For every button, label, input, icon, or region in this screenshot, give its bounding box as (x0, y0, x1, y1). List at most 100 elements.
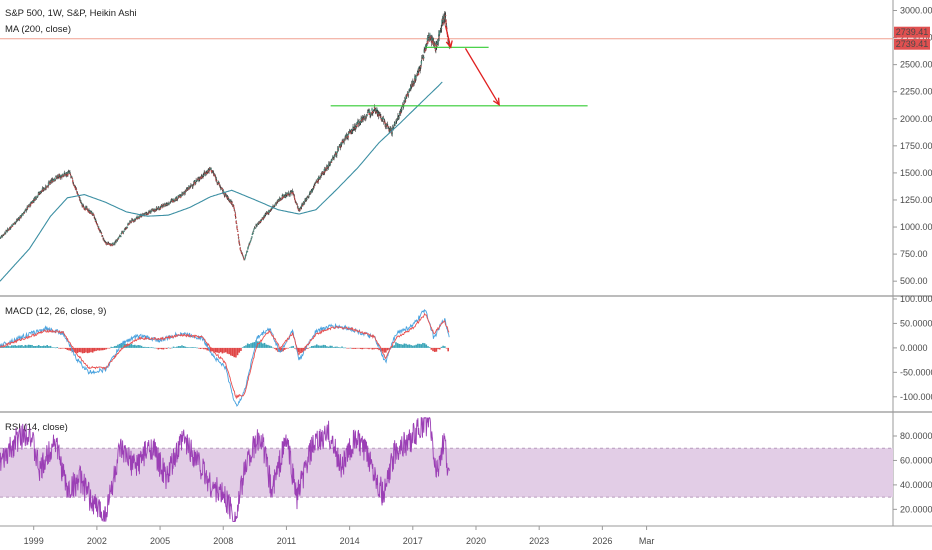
macd-histogram-bar (44, 345, 47, 348)
candle-body (318, 178, 321, 180)
candle-body (74, 185, 76, 188)
candle-body (273, 206, 275, 208)
candle-body (75, 189, 78, 190)
macd-histogram-bar (433, 347, 436, 352)
candle-body (436, 44, 438, 47)
candle-body (212, 171, 214, 173)
candle-body (73, 184, 76, 186)
candle-body (185, 189, 188, 191)
candle-body (3, 233, 6, 235)
candle-body (261, 218, 263, 220)
candle-body (231, 202, 233, 204)
candle-body (372, 112, 374, 114)
candle-body (200, 177, 202, 179)
candle-body (415, 76, 417, 78)
macd-histogram-bar (342, 347, 345, 349)
candle-body (438, 34, 440, 37)
candle-body (155, 210, 157, 212)
candle-body (368, 113, 370, 115)
candle-body (29, 202, 32, 205)
candle-body (360, 117, 362, 120)
candle-body (389, 130, 391, 132)
candle-body (278, 200, 280, 201)
macd-histogram-bar (22, 346, 25, 348)
macd-histogram-bar (2, 346, 5, 348)
candle-body (324, 170, 326, 172)
rsi-line (0, 417, 450, 523)
candle-body (300, 207, 302, 209)
candle-body (359, 123, 362, 125)
macd-histogram-bar (224, 347, 227, 353)
candle-body (354, 125, 356, 127)
candle-body (139, 215, 142, 216)
candle-body (326, 166, 329, 167)
candle-body (23, 212, 25, 214)
candle-body (133, 220, 135, 222)
macd-histogram-bar (152, 347, 155, 349)
macd-histogram-bar (408, 344, 411, 348)
macd-tick-label: 0.0000 (900, 343, 928, 353)
candle-body (42, 189, 44, 191)
macd-histogram-bar (157, 347, 160, 350)
macd-histogram-bar (363, 347, 365, 349)
candle-body (87, 209, 89, 211)
candle-body (252, 230, 255, 232)
candle-body (366, 114, 368, 116)
candle-body (330, 161, 332, 163)
candle-body (119, 235, 122, 237)
macd-histogram-bar (246, 343, 249, 348)
candle-body (271, 207, 273, 209)
macd-histogram-bar (139, 345, 141, 348)
candle-body (310, 192, 312, 194)
candle-body (334, 153, 336, 155)
candle-body (61, 176, 64, 178)
candle-body (111, 245, 113, 247)
macd-histogram-bar (174, 347, 177, 349)
candle-body (188, 186, 190, 188)
candle-body (66, 171, 69, 174)
macd-histogram-bar (91, 347, 94, 353)
candle-body (364, 118, 367, 120)
candle-body (232, 205, 234, 207)
macd-histogram-bar (317, 345, 320, 348)
candle-body (347, 135, 349, 138)
candle-body (386, 123, 388, 125)
macd-histogram-bar (337, 347, 340, 348)
candle-body (186, 189, 188, 191)
candle-body (49, 181, 51, 183)
candle-body (187, 188, 189, 190)
candle-body (397, 115, 399, 118)
candle-body (277, 199, 279, 201)
macd-histogram-bar (374, 347, 377, 349)
candle-body (367, 111, 369, 113)
candle-body (429, 33, 431, 37)
candle-body (70, 175, 72, 177)
candle-body (4, 232, 6, 234)
price-tick-label: 3000.00 (900, 5, 932, 15)
candle-body (339, 146, 342, 148)
candle-body (242, 255, 244, 257)
candle-body (102, 238, 104, 240)
candle-body (431, 40, 434, 44)
candle-body (38, 193, 40, 195)
macd-histogram-bar (299, 347, 301, 353)
candle-body (364, 117, 366, 119)
candle-body (170, 200, 172, 202)
candle-body (429, 38, 432, 40)
candle-body (294, 198, 296, 200)
candle-body (401, 108, 403, 110)
macd-indicator-label: MACD (12, 26, close, 9) (5, 306, 106, 317)
macd-histogram-bar (184, 346, 187, 348)
candle-body (86, 208, 89, 210)
macd-histogram-bar (56, 347, 59, 348)
macd-histogram-bar (142, 346, 145, 348)
macd-histogram-bar (371, 347, 374, 350)
candle-body (27, 206, 30, 207)
macd-histogram-bar (140, 345, 143, 348)
macd-histogram-bar (132, 345, 134, 348)
macd-histogram-bar (290, 346, 293, 348)
macd-histogram-bar (263, 342, 266, 348)
macd-histogram-bar (135, 345, 138, 348)
candle-body (256, 224, 258, 226)
